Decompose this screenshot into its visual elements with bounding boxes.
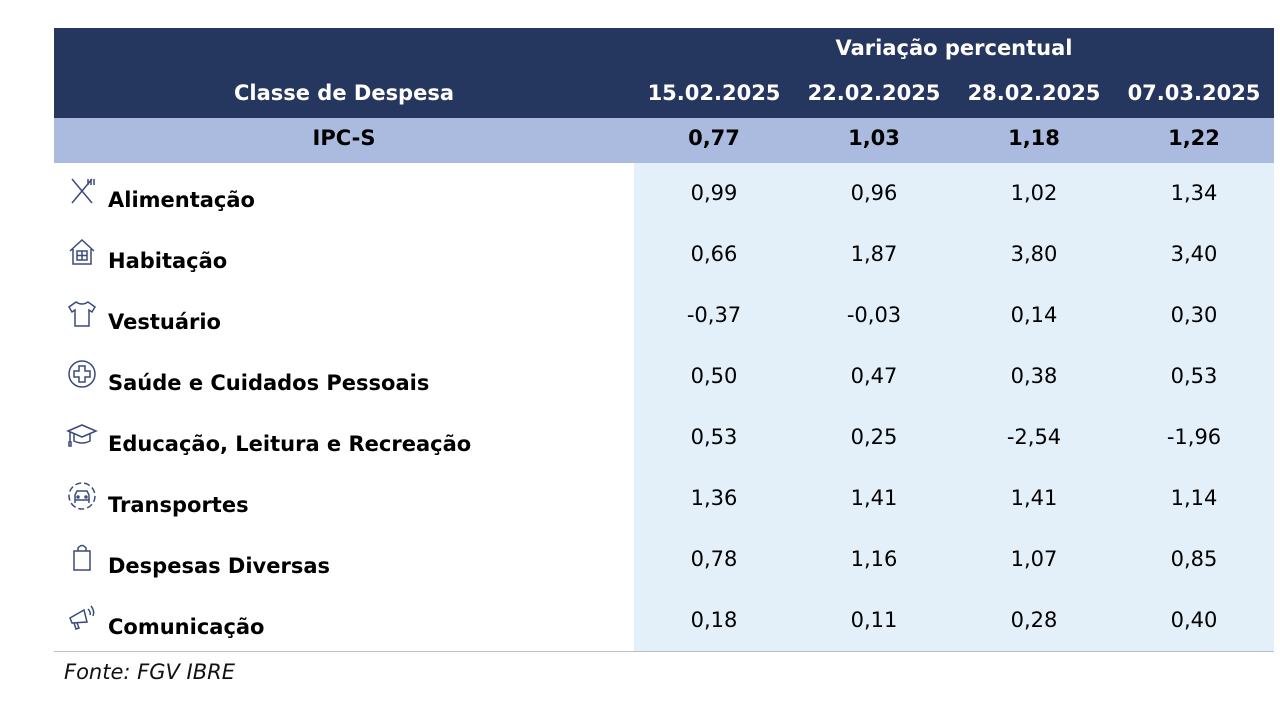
tshirt-icon (66, 297, 98, 329)
row-value: 0,38 (1010, 364, 1058, 388)
house-icon (66, 236, 98, 268)
values-background (634, 224, 1274, 285)
row-value: 0,25 (850, 425, 898, 449)
row-value: -1,96 (1166, 425, 1222, 449)
group-header: Variação percentual (835, 36, 1073, 60)
date-header: 07.03.2025 (1127, 81, 1261, 105)
row-value: 0,11 (850, 608, 898, 632)
row-label: Habitação (108, 249, 228, 273)
ipc-s-table: Variação percentual Classe de Despesa 15… (54, 28, 1274, 652)
table-row: Transportes 1,36 1,41 1,41 1,14 (54, 468, 1274, 529)
row-label: Vestuário (108, 310, 221, 334)
row-value: 0,66 (690, 242, 738, 266)
source-note: Fonte: FGV IBRE (64, 660, 235, 684)
values-background (634, 163, 1274, 224)
table-row: Educação, Leitura e Recreação 0,53 0,25 -2,… (54, 407, 1274, 468)
row-value: 3,40 (1170, 242, 1218, 266)
table-row: Comunicação 0,18 0,11 0,28 0,40 (54, 590, 1274, 651)
row-value: 1,02 (1010, 181, 1058, 205)
car-icon (66, 480, 98, 512)
date-header: 22.02.2025 (807, 81, 941, 105)
row-value: 0,96 (850, 181, 898, 205)
date-header: 15.02.2025 (647, 81, 781, 105)
row-value: -0,03 (846, 303, 902, 327)
row-value: 0,40 (1170, 608, 1218, 632)
table-row: Saúde e Cuidados Pessoais 0,50 0,47 0,38 0,5… (54, 346, 1274, 407)
row-value: 0,47 (850, 364, 898, 388)
values-background (634, 590, 1274, 651)
fork-knife-icon (66, 175, 98, 207)
row-label: Despesas Diversas (108, 554, 331, 578)
table-row: Despesas Diversas 0,78 1,16 1,07 0,85 (54, 529, 1274, 590)
row-value: 1,41 (850, 486, 898, 510)
row-value: 0,85 (1170, 547, 1218, 571)
row-value: -0,37 (686, 303, 742, 327)
ipc-value: 0,77 (688, 126, 740, 150)
row-label: Educação, Leitura e Recreação (108, 432, 472, 456)
row-label: Alimentação (108, 188, 255, 212)
row-value: 1,16 (850, 547, 898, 571)
row-value: 0,99 (690, 181, 738, 205)
shopping-bag-icon (66, 541, 98, 573)
row-value: 1,41 (1010, 486, 1058, 510)
row-value: 0,78 (690, 547, 738, 571)
table-row: Alimentação 0,99 0,96 1,02 1,34 (54, 163, 1274, 224)
health-cross-icon (66, 358, 98, 390)
row-value: 0,53 (690, 425, 738, 449)
row-value: 0,14 (1010, 303, 1058, 327)
row-value: 1,07 (1010, 547, 1058, 571)
row-value: 0,28 (1010, 608, 1058, 632)
table-row: Vestuário -0,37 -0,03 0,14 0,30 (54, 285, 1274, 346)
bottom-divider (54, 651, 1274, 652)
row-label: Saúde e Cuidados Pessoais (108, 371, 430, 395)
row-value: 3,80 (1010, 242, 1058, 266)
row-value: 1,87 (850, 242, 898, 266)
row-value: -2,54 (1006, 425, 1062, 449)
graduation-cap-icon (66, 419, 98, 451)
row-value: 1,36 (690, 486, 738, 510)
ipc-value: 1,18 (1008, 126, 1060, 150)
row-label: Transportes (108, 493, 249, 517)
row-value: 0,53 (1170, 364, 1218, 388)
values-background (634, 346, 1274, 407)
ipc-value: 1,03 (848, 126, 900, 150)
values-background (634, 285, 1274, 346)
row-value: 0,30 (1170, 303, 1218, 327)
row-value: 1,14 (1170, 486, 1218, 510)
ipc-total-row: IPC-S 0,77 1,03 1,18 1,22 (54, 118, 1274, 163)
row-value: 1,34 (1170, 181, 1218, 205)
row-value: 0,18 (690, 608, 738, 632)
table-header: Variação percentual Classe de Despesa 15… (54, 28, 1274, 118)
date-header: 28.02.2025 (967, 81, 1101, 105)
row-value: 0,50 (690, 364, 738, 388)
values-background (634, 407, 1274, 468)
megaphone-icon (66, 602, 98, 634)
ipc-value: 1,22 (1168, 126, 1220, 150)
class-header: Classe de Despesa (233, 81, 455, 105)
row-label: Comunicação (108, 615, 265, 639)
ipc-label: IPC-S (312, 126, 376, 150)
table-row: Habitação 0,66 1,87 3,80 3,40 (54, 224, 1274, 285)
values-background (634, 468, 1274, 529)
values-background (634, 529, 1274, 590)
